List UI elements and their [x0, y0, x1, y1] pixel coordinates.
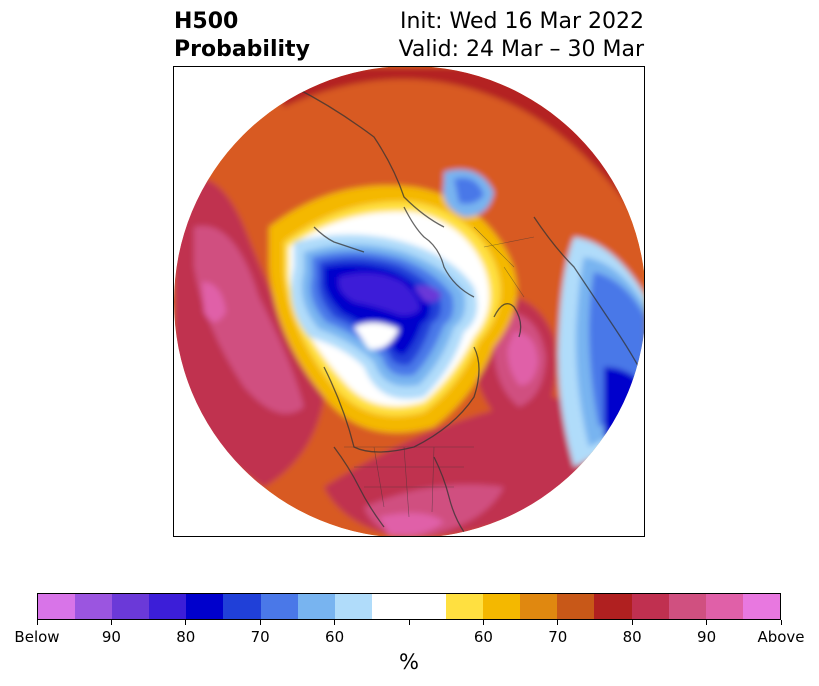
colorbar-tick-label: 60	[473, 628, 493, 646]
colorbar-segment	[149, 594, 187, 619]
colorbar-segment	[408, 594, 447, 619]
colorbar-tick-label: Below	[14, 628, 60, 646]
map-panel	[173, 66, 645, 537]
colorbar-tick-mark	[110, 620, 112, 625]
colorbar-tick-label: 80	[622, 628, 642, 646]
colorbar-tick-mark	[259, 620, 261, 625]
colorbar-segment	[483, 594, 521, 619]
colorbar-tick-label: 90	[101, 628, 121, 646]
colorbar-tick-label: 80	[176, 628, 196, 646]
colorbar-segment	[705, 594, 743, 619]
colorbar-segment	[112, 594, 150, 619]
colorbar-segment	[371, 594, 409, 619]
colorbar-tick-label: 60	[325, 628, 345, 646]
colorbar-segment	[297, 594, 335, 619]
colorbar-segment	[520, 594, 558, 619]
colorbar-segment	[668, 594, 706, 619]
title-variable: H500	[174, 9, 239, 34]
valid-range: Valid: 24 Mar – 30 Mar	[398, 37, 644, 62]
colorbar-tick-mark	[36, 620, 38, 625]
colorbar-tick-mark	[706, 620, 708, 625]
colorbar-tick-label: 70	[548, 628, 568, 646]
polar-map	[174, 67, 644, 536]
colorbar-unit: %	[399, 650, 419, 674]
colorbar-segment	[334, 594, 372, 619]
colorbar-tick-mark	[185, 620, 187, 625]
colorbar-segment	[38, 594, 76, 619]
colorbar-tick-mark	[482, 620, 484, 625]
colorbar-segment	[260, 594, 298, 619]
colorbar-tick-mark	[631, 620, 633, 625]
colorbar-tick-mark	[408, 620, 410, 625]
colorbar-segment	[594, 594, 632, 619]
title-left: H500 Probability	[174, 8, 310, 64]
borders	[344, 226, 535, 518]
title-type: Probability	[174, 37, 310, 62]
init-date: Init: Wed 16 Mar 2022	[399, 9, 644, 34]
colorbar-segment	[446, 594, 484, 619]
colorbar-tick-label: 70	[250, 628, 270, 646]
colorbar-tick-label: Above	[757, 628, 805, 646]
title-right: Init: Wed 16 Mar 2022 Valid: 24 Mar – 30…	[330, 8, 644, 64]
colorbar-tick-mark	[557, 620, 559, 625]
colorbar-segment	[631, 594, 669, 619]
colorbar-segment	[186, 594, 224, 619]
colorbar-tick-label: 90	[697, 628, 717, 646]
colorbar	[37, 593, 781, 620]
colorbar-segment	[742, 594, 780, 619]
colorbar-segment	[223, 594, 261, 619]
colorbar-tick-mark	[334, 620, 336, 625]
colorbar-segment	[557, 594, 595, 619]
colorbar-segment	[75, 594, 113, 619]
colorbar-tick-mark	[780, 620, 782, 625]
